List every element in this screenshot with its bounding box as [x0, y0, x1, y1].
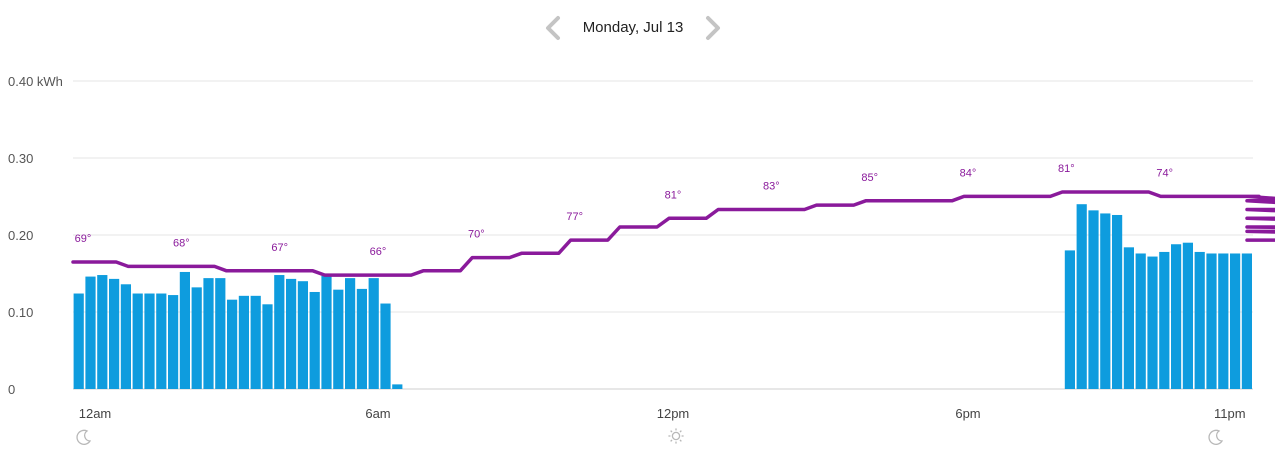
temperature-label: 81° [665, 189, 682, 201]
x-tick-label: 11pm [1214, 406, 1246, 421]
energy-bar [392, 384, 403, 389]
energy-bar [274, 275, 285, 389]
previous-day-button[interactable] [538, 10, 568, 46]
energy-bar [120, 284, 131, 389]
energy-bar [250, 295, 261, 389]
temperature-line [71, 190, 1275, 277]
energy-bar [1147, 256, 1158, 389]
energy-bar [203, 278, 214, 389]
energy-bar [1064, 250, 1075, 389]
x-tick-label: 12am [79, 406, 112, 421]
energy-bar [179, 271, 190, 389]
y-tick-label: 0 [8, 382, 15, 397]
temperature-label: 85° [861, 172, 878, 184]
energy-bar [297, 281, 308, 389]
temperature-label: 77° [566, 211, 583, 223]
y-tick-label: 0.20 [8, 228, 33, 243]
moon-icon [1208, 429, 1224, 445]
energy-bar [1241, 253, 1252, 389]
energy-bar [215, 278, 226, 389]
energy-bar [1230, 253, 1241, 389]
energy-bar [345, 278, 356, 389]
energy-bar [1206, 253, 1217, 389]
date-label: Monday, Jul 13 [582, 19, 684, 36]
temperature-label: 81° [1058, 163, 1075, 175]
x-tick-label: 6am [365, 406, 390, 421]
energy-bar [73, 293, 84, 389]
energy-bar [85, 276, 96, 389]
temperature-label: 67° [271, 242, 288, 254]
energy-bar [97, 275, 108, 389]
energy-bar [1123, 247, 1134, 389]
energy-bar [1159, 251, 1170, 389]
energy-bar [1135, 253, 1146, 389]
energy-bar [168, 295, 179, 389]
energy-bar [380, 303, 391, 389]
energy-bar [132, 293, 143, 389]
energy-bar [1218, 253, 1229, 389]
temperature-label: 68° [173, 237, 190, 249]
energy-bar [262, 304, 273, 389]
energy-bar [1076, 204, 1087, 389]
x-tick-label: 12pm [657, 406, 690, 421]
sun-icon [668, 428, 684, 444]
temperature-label: 69° [75, 233, 92, 245]
energy-bar [1171, 244, 1182, 389]
chevron-left-icon [546, 16, 560, 40]
temperature-label: 66° [370, 246, 387, 258]
energy-bar [1088, 210, 1099, 389]
temperature-label: 84° [960, 167, 977, 179]
y-tick-label: 0.30 [8, 151, 33, 166]
energy-bar [333, 289, 344, 389]
energy-bar [1182, 242, 1193, 389]
energy-bar [309, 291, 320, 389]
energy-bar [144, 293, 155, 389]
energy-bar [227, 299, 238, 389]
energy-bar [1100, 213, 1111, 389]
energy-bar [109, 278, 120, 389]
moon-icon [76, 429, 92, 445]
next-day-button[interactable] [698, 10, 728, 46]
energy-bar [156, 293, 167, 389]
temperature-label: 74° [1156, 167, 1173, 179]
energy-bar [368, 278, 379, 389]
energy-bar [191, 287, 202, 389]
temperature-label: 70° [468, 229, 485, 241]
temperature-label: 83° [763, 181, 780, 193]
energy-bar [321, 275, 332, 389]
chevron-right-icon [706, 16, 720, 40]
y-tick-label: 0.40 kWh [8, 74, 63, 89]
date-navigation: Monday, Jul 13 [0, 10, 1275, 46]
energy-bar [286, 278, 297, 389]
energy-bar [1112, 214, 1123, 389]
energy-bar [1194, 251, 1205, 389]
y-tick-label: 0.10 [8, 305, 33, 320]
energy-bar [238, 295, 249, 389]
x-tick-label: 6pm [955, 406, 980, 421]
energy-bar [356, 288, 367, 389]
